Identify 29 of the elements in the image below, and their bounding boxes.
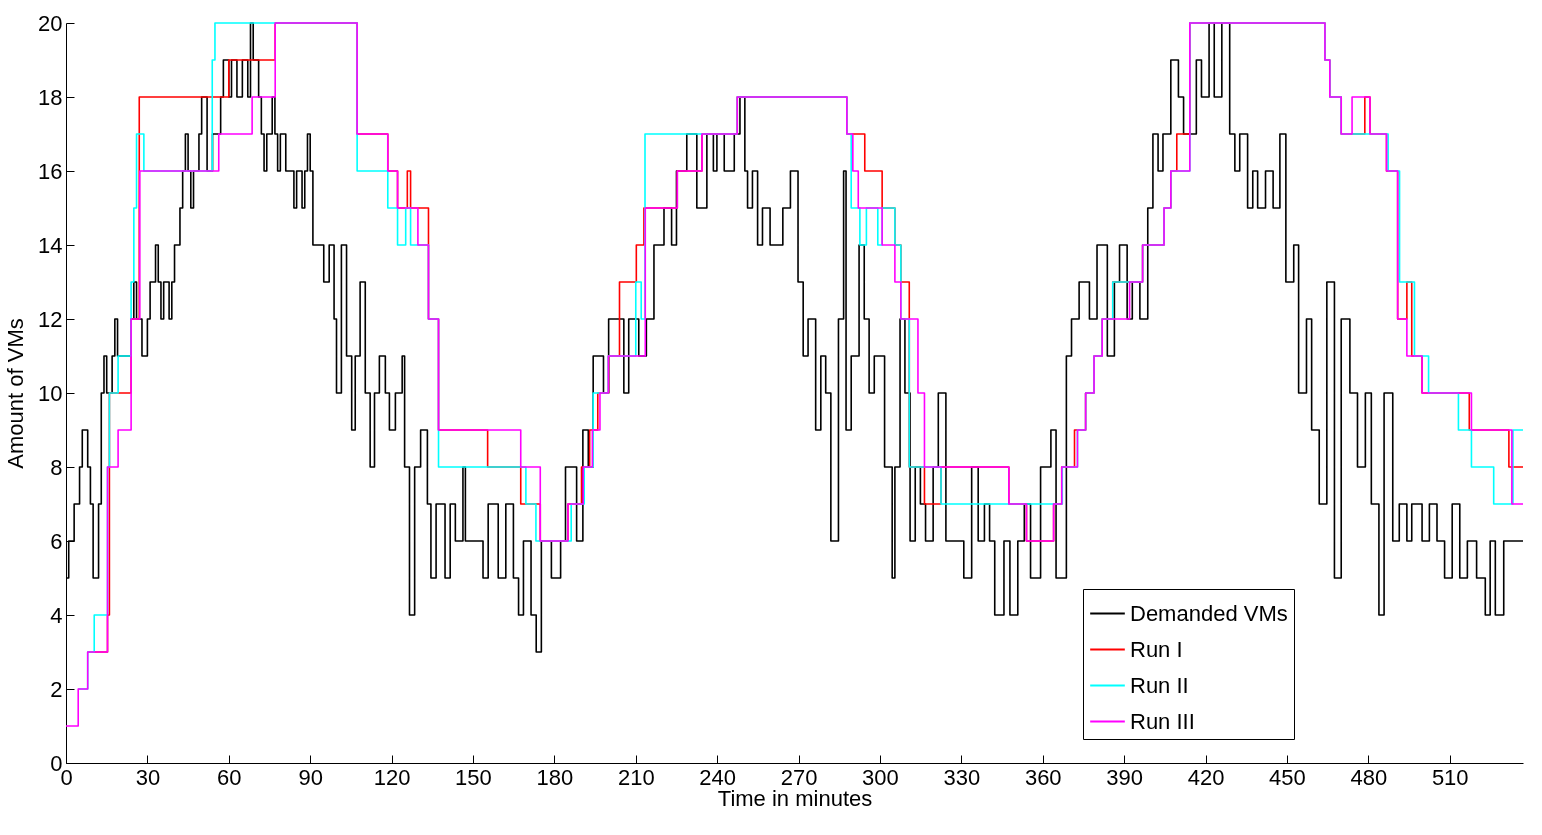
y-tick-label: 12 <box>38 306 63 332</box>
y-tick-label: 6 <box>50 528 63 554</box>
x-tick-label: 210 <box>617 764 655 790</box>
y-tick-label: 8 <box>50 454 63 480</box>
x-tick-label: 420 <box>1187 764 1225 790</box>
legend-label: Run II <box>1130 672 1189 698</box>
x-tick-label: 120 <box>373 764 411 790</box>
x-tick-label: 390 <box>1106 764 1144 790</box>
x-tick-label: 360 <box>1024 764 1062 790</box>
y-tick-label: 10 <box>38 380 63 406</box>
y-tick-label: 16 <box>38 158 63 184</box>
x-tick-label: 60 <box>217 764 242 790</box>
x-tick-label: 510 <box>1431 764 1469 790</box>
x-tick-label: 90 <box>298 764 323 790</box>
y-tick-label: 20 <box>38 10 63 36</box>
y-tick-label: 14 <box>38 232 63 258</box>
x-tick-label: 480 <box>1350 764 1388 790</box>
legend-label: Run I <box>1130 636 1183 662</box>
x-tick-label: 150 <box>455 764 492 790</box>
y-tick-label: 2 <box>50 676 63 702</box>
legend-label: Demanded VMs <box>1130 600 1288 626</box>
x-tick-label: 30 <box>135 764 161 790</box>
y-tick-label: 18 <box>38 84 63 110</box>
x-tick-label: 330 <box>943 764 981 790</box>
x-tick-label: 450 <box>1269 764 1306 790</box>
legend-label: Run III <box>1130 708 1195 734</box>
x-tick-label: 180 <box>536 764 574 790</box>
y-axis-title: Amount of VMs <box>3 318 29 469</box>
y-tick-label: 4 <box>50 602 63 628</box>
